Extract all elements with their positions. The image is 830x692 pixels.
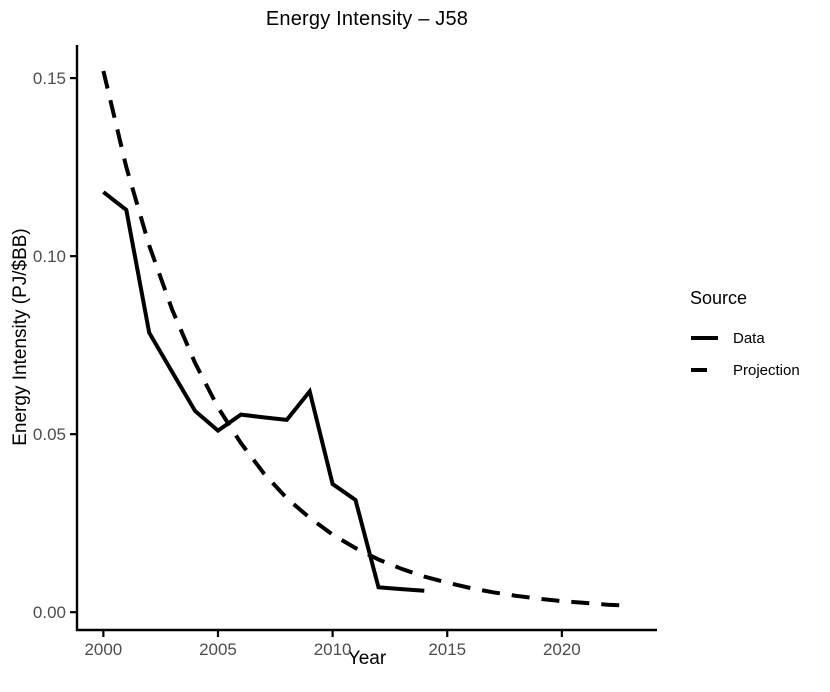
- x-tick-label: 2000: [84, 640, 122, 659]
- x-tick-label: 2015: [428, 640, 466, 659]
- x-tick-label: 2020: [543, 640, 581, 659]
- y-tick-label: 0.00: [33, 603, 66, 622]
- legend-title: Source: [690, 288, 748, 308]
- legend: Source Data Projection: [690, 288, 800, 386]
- chart-title: Energy Intensity – J58: [265, 8, 469, 30]
- legend-label-data: Data: [733, 329, 765, 347]
- x-axis-label: Year: [347, 648, 387, 669]
- legend-item-data: Data: [690, 322, 800, 354]
- y-tick-label: 0.15: [33, 69, 66, 88]
- solid-line-swatch-icon: [691, 336, 718, 340]
- dashed-line-swatch-icon: [691, 368, 707, 372]
- series-line-projection: [101, 70, 631, 608]
- legend-item-projection: Projection: [690, 354, 800, 386]
- x-tick-label: 2005: [199, 640, 237, 659]
- y-tick-label: 0.05: [33, 425, 66, 444]
- x-tick-label: 2010: [314, 640, 352, 659]
- legend-label-projection: Projection: [733, 361, 800, 379]
- series-line-data: [102, 190, 425, 593]
- y-tick-label: 0.10: [33, 247, 66, 266]
